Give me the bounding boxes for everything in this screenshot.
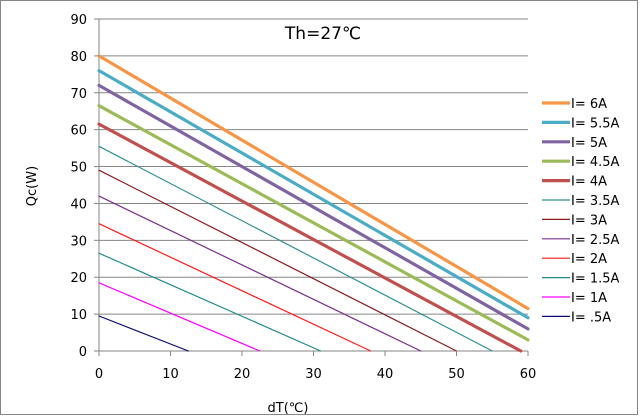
x-axis-title: dT(℃) [268, 401, 309, 416]
y-tick-label: 0 [79, 345, 87, 360]
y-tick-label: 80 [70, 50, 87, 65]
y-tick-label: 20 [70, 271, 87, 286]
legend: I= 6A I= 5.5A I= 5A I= 4.5A I= 4A I= 3.5A I= 3… [542, 97, 620, 325]
series-line-1 [97, 68, 530, 320]
series-line-10 [98, 282, 261, 352]
x-tick-label: 30 [305, 367, 322, 382]
series-line-2 [97, 83, 530, 331]
y-tick-label: 70 [70, 87, 87, 102]
legend-label: I= 3.5A [571, 194, 620, 209]
series-line-9 [98, 252, 322, 352]
legend-label: I= .5A [571, 310, 611, 325]
series-line-11 [98, 315, 189, 352]
legend-label: I= 4.5A [571, 155, 620, 170]
x-tick-label: 20 [234, 367, 251, 382]
legend-label: I= 5A [571, 136, 607, 151]
grid-layer [99, 18, 528, 315]
y-tick-label: 10 [70, 308, 87, 323]
x-tick-label: 40 [377, 367, 394, 382]
y-tick-label: 90 [70, 13, 87, 28]
y-tick-label: 50 [70, 161, 87, 176]
legend-label: I= 5.5A [571, 116, 620, 131]
x-tick-label: 60 [520, 367, 537, 382]
x-tick-label: 10 [162, 367, 179, 382]
series-line-5 [98, 145, 493, 352]
x-tick-label: 0 [95, 367, 103, 382]
x-tick-label: 50 [448, 367, 465, 382]
tick-layer: 0 10 20 30 40 50 60 70 80 90 0 10 20 30 40 50 60 [70, 13, 536, 382]
legend-label: I= 4A [571, 175, 607, 190]
legend-label: I= 1A [571, 291, 607, 306]
series-line-6 [98, 169, 458, 352]
y-tick-label: 30 [70, 234, 87, 249]
legend-label: I= 2A [571, 252, 607, 267]
legend-label: I= 6A [571, 97, 607, 112]
series-line-0 [97, 54, 530, 311]
legend-label: I= 3A [571, 213, 607, 228]
legend-label: I= 1.5A [571, 272, 620, 287]
series-layer [97, 54, 530, 353]
legend-label: I= 2.5A [571, 233, 620, 248]
chart-title: Th=27℃ [284, 24, 361, 44]
series-line-3 [97, 104, 530, 342]
y-tick-label: 60 [70, 124, 87, 139]
y-axis-title: Qc(W) [25, 166, 40, 206]
y-tick-label: 40 [70, 197, 87, 212]
series-line-8 [98, 223, 372, 352]
axis-layer [98, 19, 528, 352]
series-line-7 [98, 195, 422, 352]
series-line-4 [97, 122, 523, 353]
